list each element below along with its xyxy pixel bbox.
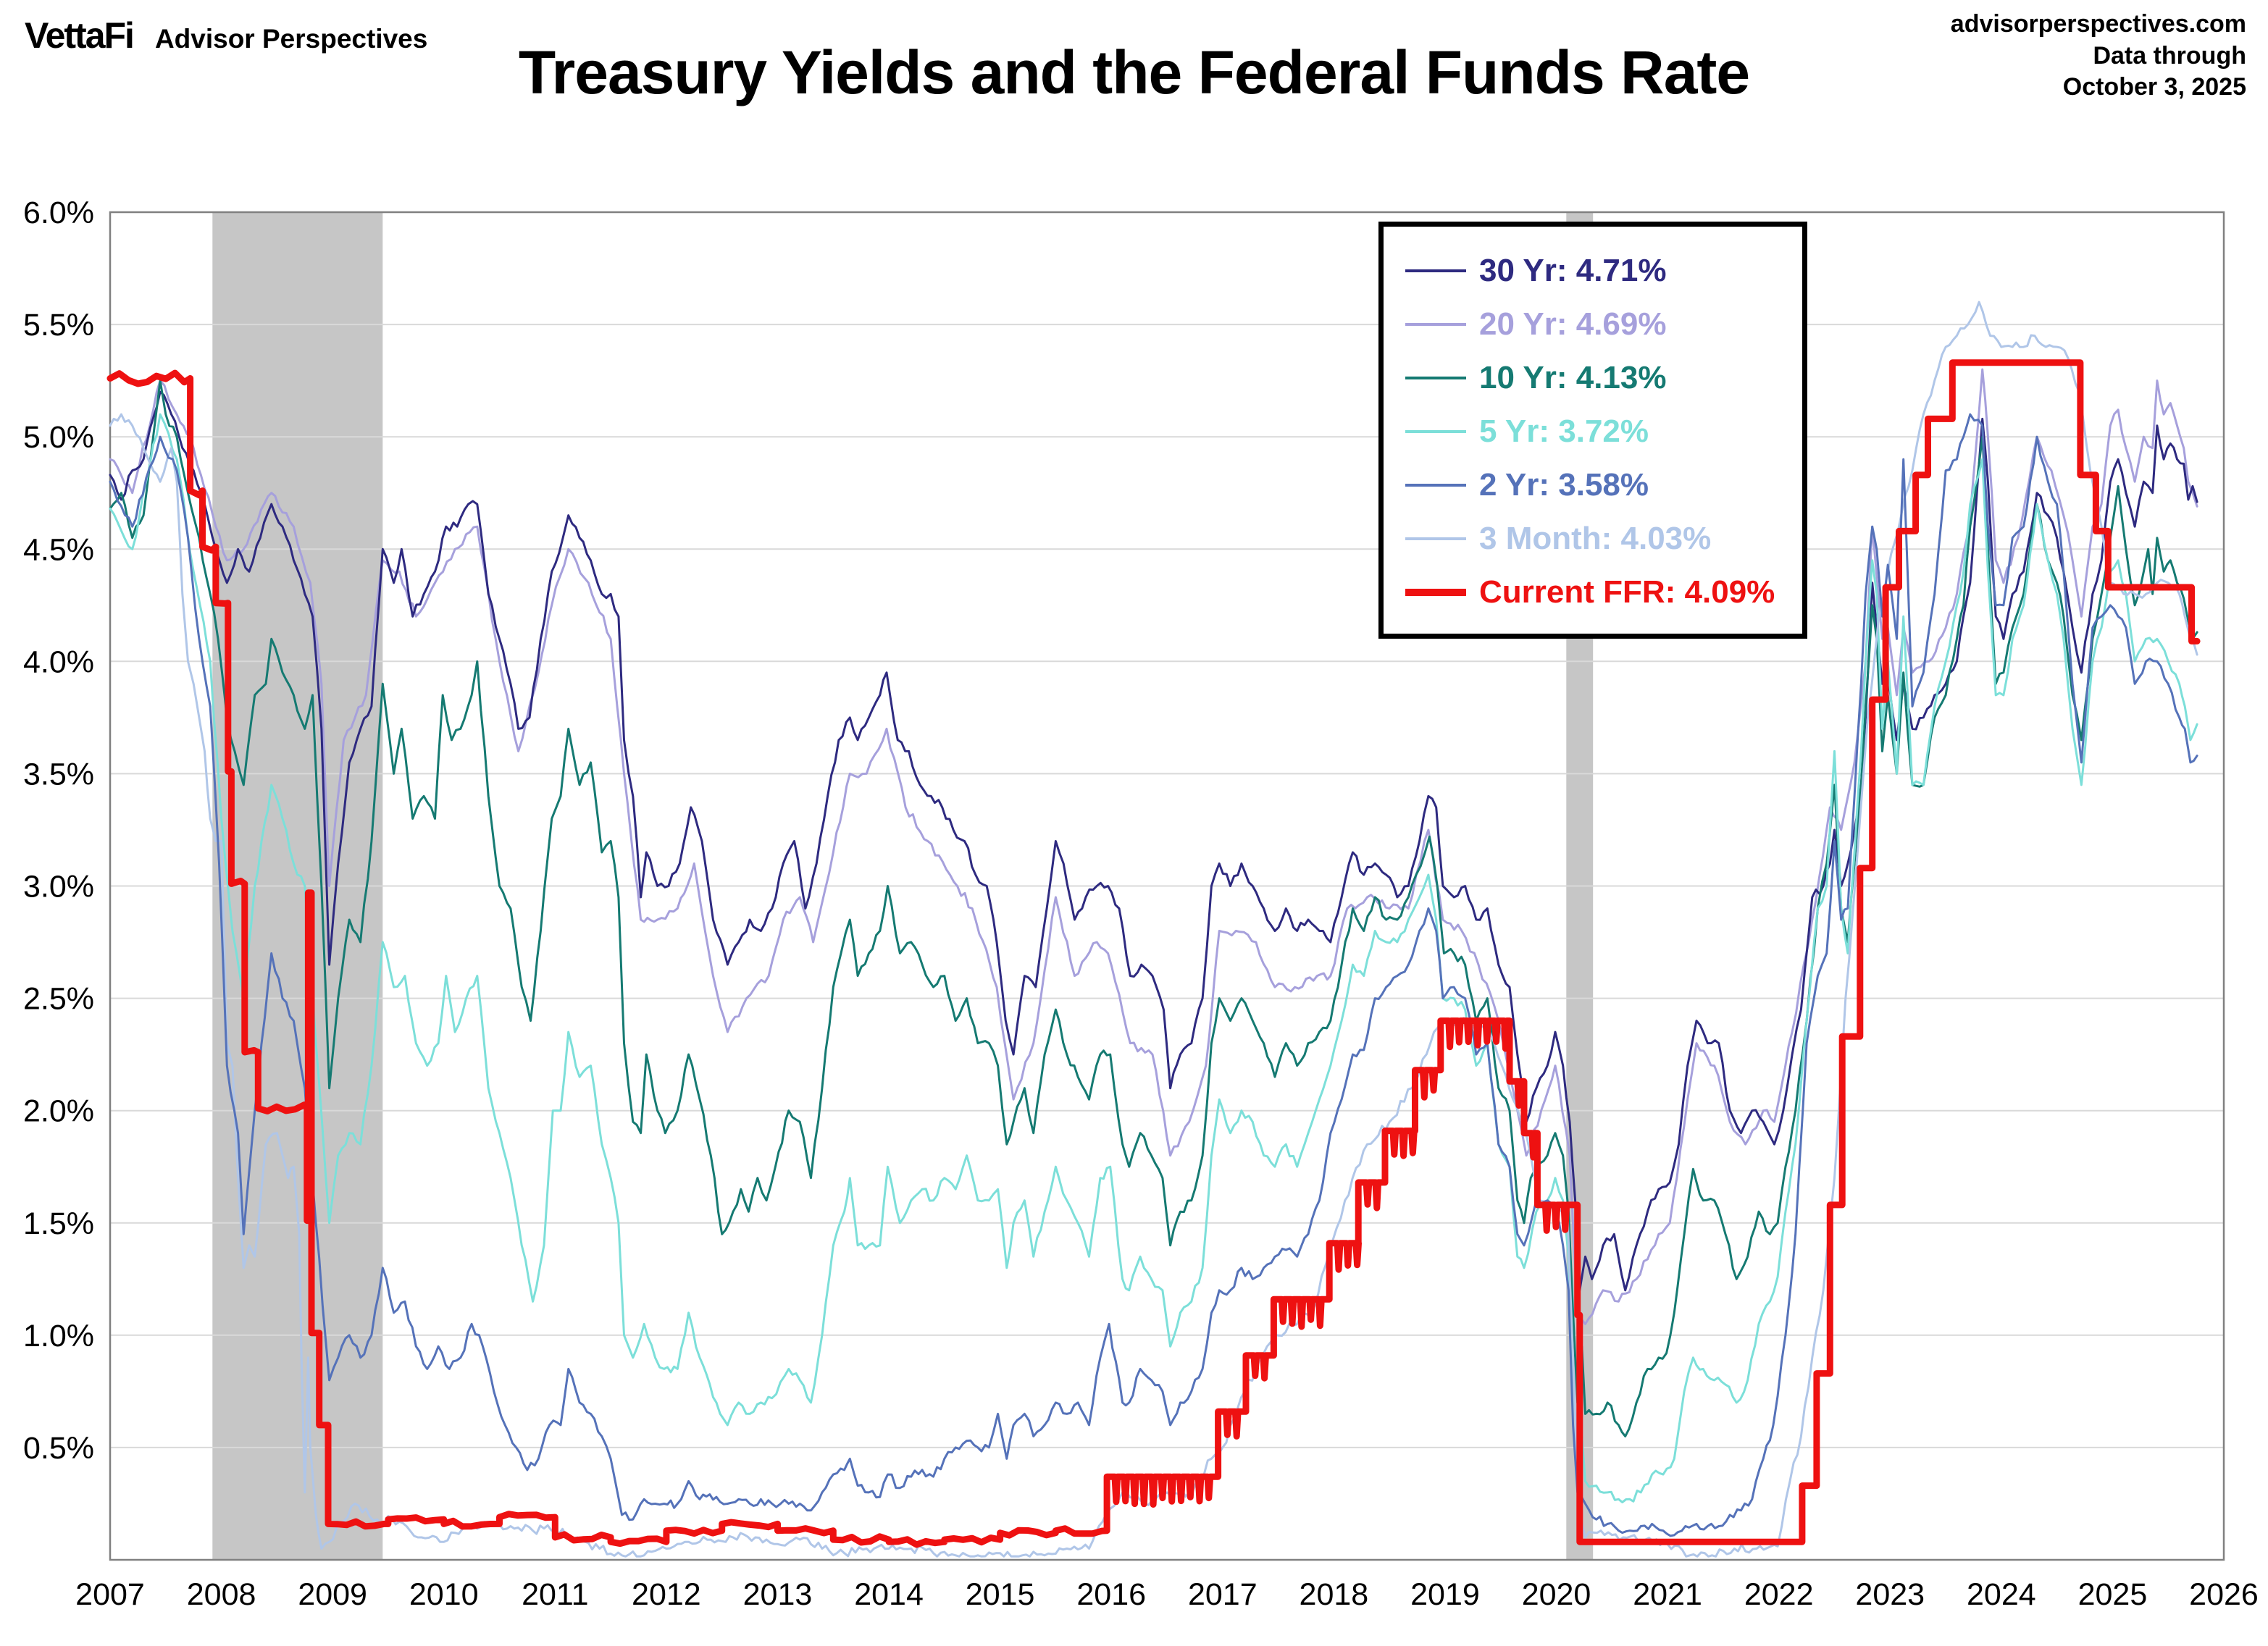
y-tick-label: 1.5% <box>23 1206 94 1241</box>
x-tick-label: 2026 <box>2189 1577 2259 1612</box>
series-30-yr-line <box>109 390 2198 1292</box>
series-5-yr-line <box>109 413 2198 1503</box>
series-3-month-line <box>109 301 2198 1558</box>
x-tick-label: 2008 <box>187 1577 256 1612</box>
x-tick-label: 2011 <box>522 1577 588 1612</box>
legend-swatch <box>1405 430 1466 433</box>
y-tick-label: 4.0% <box>23 644 94 679</box>
legend-label: 30 Yr: 4.71% <box>1479 253 1667 288</box>
y-tick-label: 4.5% <box>23 532 94 567</box>
legend-label: 20 Yr: 4.69% <box>1479 306 1667 342</box>
x-tick-label: 2017 <box>1188 1577 1258 1612</box>
legend-label: 2 Yr: 3.58% <box>1479 467 1649 503</box>
x-tick-label: 2015 <box>966 1577 1035 1612</box>
legend-swatch <box>1405 537 1466 540</box>
y-tick-label: 2.0% <box>23 1094 94 1129</box>
legend-swatch <box>1405 484 1466 487</box>
legend-item-3-month: 3 Month: 4.03% <box>1405 512 1796 566</box>
y-tick-label: 0.5% <box>23 1431 94 1466</box>
x-tick-label: 2009 <box>298 1577 367 1612</box>
chart-title: Treasury Yields and the Federal Funds Ra… <box>518 38 1750 106</box>
x-tick-label: 2010 <box>409 1577 479 1612</box>
y-tick-label: 5.5% <box>23 308 94 343</box>
legend-swatch <box>1405 589 1466 596</box>
legend-label: 10 Yr: 4.13% <box>1479 360 1667 395</box>
y-tick-label: 1.0% <box>23 1319 94 1353</box>
vettafi-logo: VettaFi <box>25 15 135 56</box>
y-tick-label: 3.0% <box>23 870 94 904</box>
y-tick-label: 6.0% <box>23 196 94 230</box>
brand: VettaFi Advisor Perspectives <box>25 14 427 56</box>
series-2-yr-line <box>109 413 2198 1537</box>
x-tick-label: 2012 <box>632 1577 701 1612</box>
legend-item-30-yr: 30 Yr: 4.71% <box>1405 244 1796 298</box>
x-tick-label: 2007 <box>75 1577 145 1612</box>
legend-item-5-yr: 5 Yr: 3.72% <box>1405 405 1796 458</box>
legend-item-2-yr: 2 Yr: 3.58% <box>1405 458 1796 512</box>
x-tick-label: 2018 <box>1300 1577 1369 1612</box>
legend-item-current-ffr: Current FFR: 4.09% <box>1405 566 1796 619</box>
advisor-perspectives-label: Advisor Perspectives <box>154 24 428 54</box>
series-10-yr-line <box>109 379 2198 1437</box>
x-tick-label: 2022 <box>1744 1577 1814 1612</box>
series-current-ffr-line <box>106 359 2201 1548</box>
x-tick-label: 2024 <box>1967 1577 2036 1612</box>
legend-swatch <box>1405 377 1466 379</box>
data-through-date: October 3, 2025 <box>2062 73 2246 101</box>
y-tick-label: 2.5% <box>23 982 94 1017</box>
legend-label: Current FFR: 4.09% <box>1479 574 1775 610</box>
legend-item-10-yr: 10 Yr: 4.13% <box>1405 351 1796 405</box>
source-block: advisorperspectives.com Data through Oct… <box>1951 9 2246 104</box>
x-tick-label: 2016 <box>1076 1577 1146 1612</box>
legend-item-20-yr: 20 Yr: 4.69% <box>1405 298 1796 351</box>
x-tick-label: 2020 <box>1522 1577 1591 1612</box>
x-tick-label: 2021 <box>1633 1577 1702 1612</box>
legend-swatch <box>1405 323 1466 326</box>
y-tick-label: 5.0% <box>23 420 94 455</box>
x-tick-label: 2025 <box>2078 1577 2148 1612</box>
x-tick-label: 2023 <box>1855 1577 1925 1612</box>
series-20-yr-line <box>109 368 2198 1325</box>
x-tick-label: 2014 <box>854 1577 924 1612</box>
plot-frame <box>109 211 2225 1561</box>
x-tick-label: 2013 <box>743 1577 813 1612</box>
legend-swatch <box>1405 269 1466 272</box>
data-through-label: Data through <box>2093 41 2246 70</box>
y-tick-label: 3.5% <box>23 757 94 791</box>
x-tick-label: 2019 <box>1410 1577 1480 1612</box>
source-url: advisorperspectives.com <box>1950 10 2246 38</box>
legend: 30 Yr: 4.71% 20 Yr: 4.69% 10 Yr: 4.13% 5 Yr… <box>1378 222 1807 639</box>
legend-label: 3 Month: 4.03% <box>1479 521 1712 556</box>
legend-label: 5 Yr: 3.72% <box>1479 413 1649 449</box>
